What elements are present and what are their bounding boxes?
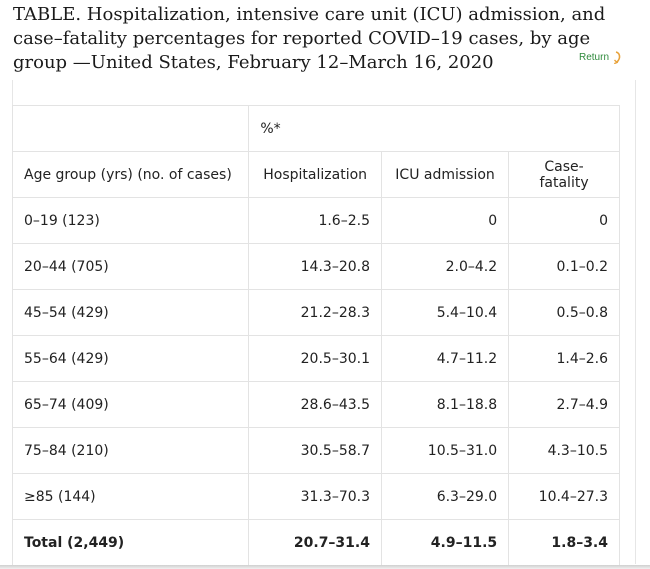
total-case-fatality-cell: 1.8–3.4 bbox=[508, 519, 620, 567]
hospitalization-cell: 30.5–58.7 bbox=[248, 427, 382, 474]
age-cell: 0–19 (123) bbox=[11, 197, 250, 244]
case-fatality-cell: 10.4–27.3 bbox=[508, 473, 620, 520]
hospitalization-cell: 21.2–28.3 bbox=[248, 289, 382, 336]
case-fatality-cell: 0.1–0.2 bbox=[508, 243, 620, 290]
total-icu-cell: 4.9–11.5 bbox=[380, 519, 510, 567]
percent-group-header: %* bbox=[248, 105, 620, 152]
icu-cell: 6.3–29.0 bbox=[380, 473, 510, 520]
age-cell: ≥85 (144) bbox=[11, 473, 250, 520]
table-row: ≥85 (144) 31.3–70.3 6.3–29.0 10.4–27.3 bbox=[11, 473, 620, 520]
icu-cell: 5.4–10.4 bbox=[380, 289, 510, 336]
return-label: Return bbox=[579, 51, 610, 63]
hospitalization-cell: 14.3–20.8 bbox=[248, 243, 382, 290]
header-blank-cell bbox=[11, 105, 250, 152]
icu-cell: 0 bbox=[380, 197, 510, 244]
case-fatality-cell: 2.7–4.9 bbox=[508, 381, 620, 428]
total-age-cell: Total (2,449) bbox=[11, 519, 250, 567]
column-header-row: Age group (yrs) (no. of cases) Hospitali… bbox=[11, 151, 620, 198]
panel-bottom-edge bbox=[0, 565, 650, 569]
case-fatality-cell: 4.3–10.5 bbox=[508, 427, 620, 474]
table-row: 65–74 (409) 28.6–43.5 8.1–18.8 2.7–4.9 bbox=[11, 381, 620, 428]
table-row: 55–64 (429) 20.5–30.1 4.7–11.2 1.4–2.6 bbox=[11, 335, 620, 382]
case-fatality-cell: 0.5–0.8 bbox=[508, 289, 620, 336]
icu-cell: 2.0–4.2 bbox=[380, 243, 510, 290]
age-cell: 45–54 (429) bbox=[11, 289, 250, 336]
table-row: 75–84 (210) 30.5–58.7 10.5–31.0 4.3–10.5 bbox=[11, 427, 620, 474]
total-hospitalization-cell: 20.7–31.4 bbox=[248, 519, 382, 567]
table-row: 0–19 (123) 1.6–2.5 0 0 bbox=[11, 197, 620, 244]
case-fatality-cell: 1.4–2.6 bbox=[508, 335, 620, 382]
header-hospitalization: Hospitalization bbox=[248, 151, 382, 198]
hospitalization-cell: 20.5–30.1 bbox=[248, 335, 382, 382]
header-case-fatality: Case-fatality bbox=[508, 151, 620, 198]
age-cell: 20–44 (705) bbox=[11, 243, 250, 290]
hospitalization-cell: 31.3–70.3 bbox=[248, 473, 382, 520]
table-row: 20–44 (705) 14.3–20.8 2.0–4.2 0.1–0.2 bbox=[11, 243, 620, 290]
header-age-group: Age group (yrs) (no. of cases) bbox=[11, 151, 250, 198]
icu-cell: 4.7–11.2 bbox=[380, 335, 510, 382]
group-header-row: %* bbox=[11, 105, 620, 152]
total-row: Total (2,449) 20.7–31.4 4.9–11.5 1.8–3.4 bbox=[11, 519, 620, 567]
case-fatality-cell: 0 bbox=[508, 197, 620, 244]
data-table: %* Age group (yrs) (no. of cases) Hospit… bbox=[11, 105, 620, 567]
icu-cell: 8.1–18.8 bbox=[380, 381, 510, 428]
age-cell: 75–84 (210) bbox=[11, 427, 250, 474]
age-cell: 65–74 (409) bbox=[11, 381, 250, 428]
header-icu-admission: ICU admission bbox=[380, 151, 510, 198]
hospitalization-cell: 1.6–2.5 bbox=[248, 197, 382, 244]
icu-cell: 10.5–31.0 bbox=[380, 427, 510, 474]
table-row: 45–54 (429) 21.2–28.3 5.4–10.4 0.5–0.8 bbox=[11, 289, 620, 336]
hospitalization-cell: 28.6–43.5 bbox=[248, 381, 382, 428]
return-arrow-icon bbox=[613, 51, 621, 64]
return-link[interactable]: Return bbox=[579, 50, 622, 64]
age-cell: 55–64 (429) bbox=[11, 335, 250, 382]
table-title: TABLE. Hospitalization, intensive care u… bbox=[13, 4, 606, 73]
